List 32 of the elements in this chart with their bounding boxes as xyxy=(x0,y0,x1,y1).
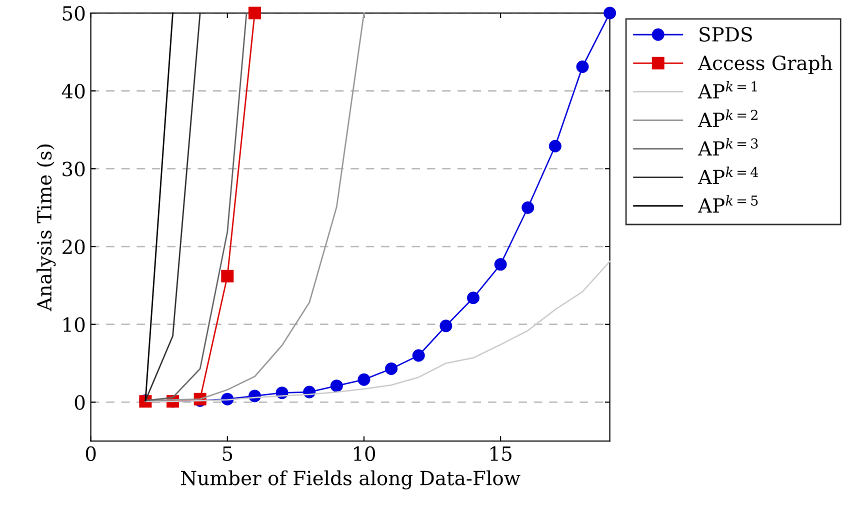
y-tick-label: 30 xyxy=(62,162,85,176)
y-tick-label: 10 xyxy=(64,317,85,332)
x-tick-label: 10 xyxy=(354,446,376,461)
legend-label: SPDS xyxy=(700,27,752,42)
legend-label: Access Graph xyxy=(698,55,832,74)
point xyxy=(440,320,452,332)
legend-label: AP$^{k=2}$ xyxy=(698,110,758,127)
legend-label: AP$^{k=1}$ xyxy=(698,81,757,98)
point xyxy=(466,292,480,304)
point xyxy=(248,6,261,20)
legend-label: AP$^{k=5}$ xyxy=(698,195,758,213)
point xyxy=(548,140,562,152)
point xyxy=(330,380,343,392)
y-tick-label: 40 xyxy=(62,84,85,99)
x-tick-label: 5 xyxy=(222,446,232,461)
y-tick-label: 20 xyxy=(62,239,85,254)
legend-label: AP$^{k=4}$ xyxy=(698,166,758,184)
point xyxy=(221,270,234,282)
x-axis-title: Number of Fields along Data-Flow xyxy=(181,470,520,490)
point xyxy=(522,201,534,214)
point xyxy=(358,373,370,386)
y-tick-label: 50 xyxy=(62,6,85,21)
point xyxy=(576,60,589,73)
point xyxy=(412,349,425,362)
point xyxy=(385,362,398,375)
y-axis-title: Analysis Time (s) xyxy=(36,144,56,312)
legend-label: AP$^{k=3}$ xyxy=(698,138,758,156)
x-tick-label: 15 xyxy=(490,446,512,461)
point xyxy=(604,6,616,20)
point xyxy=(494,258,507,271)
y-tick-label: 0 xyxy=(74,395,85,410)
x-tick-label: 0 xyxy=(86,446,96,461)
